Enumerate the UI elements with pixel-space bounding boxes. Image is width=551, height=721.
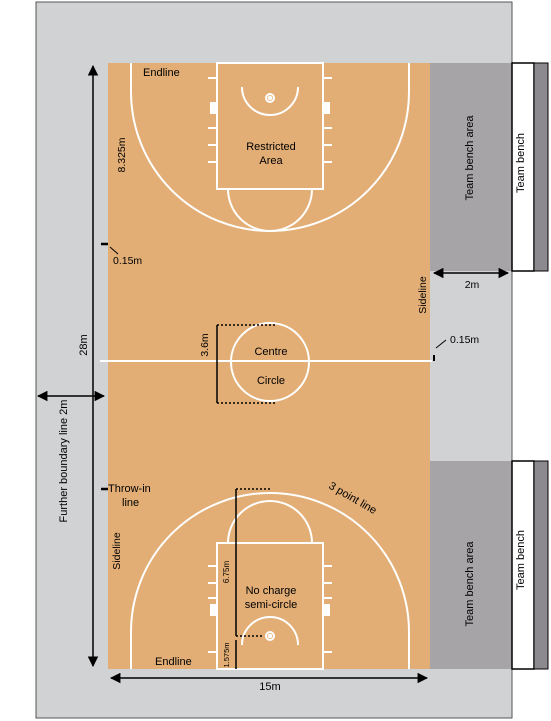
label-restricted-area-1: Restricted bbox=[246, 141, 296, 153]
label-dim-015-right: 0.15m bbox=[450, 334, 479, 346]
three-point-line-bottom bbox=[130, 492, 410, 669]
label-dim-2m-bench: 2m bbox=[465, 279, 480, 291]
label-throwin-2: line bbox=[122, 497, 139, 509]
court-surface bbox=[108, 63, 430, 669]
label-dim-1575: 1.575m bbox=[222, 642, 231, 667]
label-dim-015-left: 0.15m bbox=[113, 255, 142, 267]
label-team-bench-area-bottom: Team bench area bbox=[464, 541, 476, 627]
label-dim-15m: 15m bbox=[259, 681, 280, 693]
label-circle: Circle bbox=[257, 375, 285, 387]
label-sideline-left: Sideline bbox=[111, 532, 123, 570]
label-endline-bottom: Endline bbox=[155, 656, 192, 668]
label-dim-28m: 28m bbox=[78, 334, 90, 355]
basket-bottom bbox=[265, 631, 275, 641]
label-dim-8325: 8.325m bbox=[116, 137, 128, 172]
basket-top bbox=[265, 93, 275, 103]
restricted-area-top bbox=[216, 62, 324, 190]
label-no-charge-1: No charge bbox=[246, 585, 297, 597]
label-throwin-1: Throw-in bbox=[108, 483, 151, 495]
no-charge-arc-top bbox=[241, 86, 299, 116]
label-dim-36: 3.6m bbox=[199, 333, 211, 357]
no-charge-arc-bottom bbox=[241, 616, 299, 646]
team-bench-strip-top bbox=[533, 62, 549, 272]
team-bench-strip-bottom bbox=[533, 460, 549, 670]
free-throw-semicircle-top bbox=[227, 188, 313, 232]
label-team-bench-area-top: Team bench area bbox=[464, 115, 476, 201]
team-bench-area-bottom bbox=[430, 461, 512, 669]
court-markings bbox=[100, 62, 432, 670]
label-endline-top: Endline bbox=[143, 67, 180, 79]
label-sideline-right: Sideline bbox=[417, 276, 429, 314]
label-further-boundary: Further boundary line 2m bbox=[58, 400, 70, 523]
label-team-bench-top: Team bench bbox=[515, 133, 527, 193]
free-throw-semicircle-bottom bbox=[227, 500, 313, 544]
label-no-charge-2: semi-circle bbox=[245, 599, 298, 611]
label-centre: Centre bbox=[254, 346, 287, 358]
label-dim-675: 6.75m bbox=[222, 561, 231, 584]
dimension-lines bbox=[36, 64, 510, 684]
centre-circle bbox=[230, 322, 310, 402]
labels: Endline Endline Restricted Area 8.325m 0… bbox=[58, 67, 527, 693]
label-team-bench-bottom: Team bench bbox=[515, 530, 527, 590]
label-restricted-area-2: Area bbox=[259, 155, 283, 167]
team-bench-area-top bbox=[430, 63, 512, 271]
